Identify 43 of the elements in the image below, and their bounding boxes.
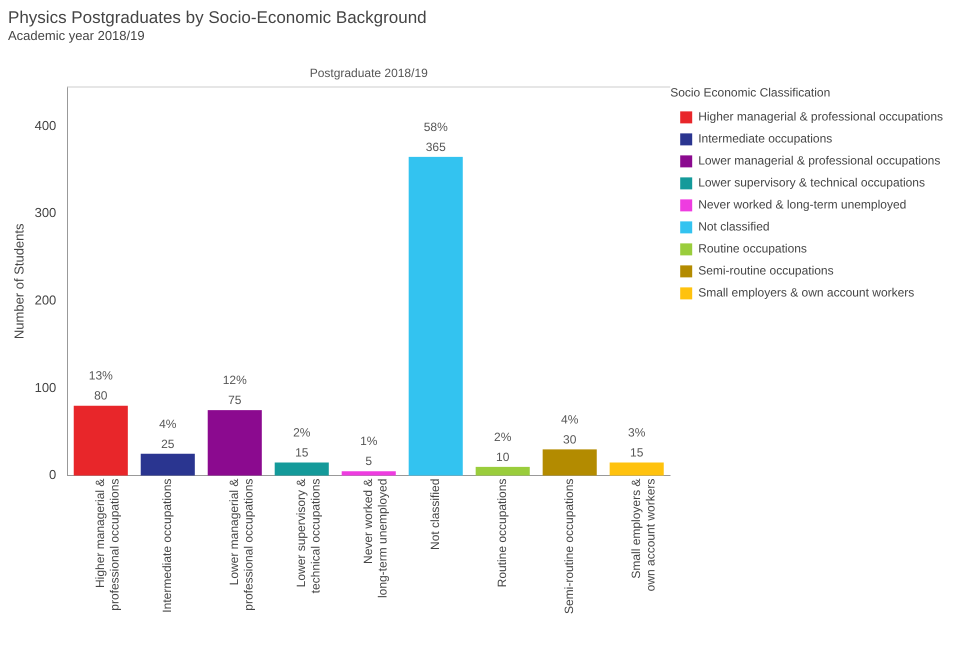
data-label: 15 — [630, 445, 644, 460]
legend-label: Higher managerial & professional occupations — [698, 110, 944, 124]
y-axis-title: Number of Students — [11, 222, 26, 340]
annotation: 4% — [159, 416, 177, 431]
x-tick-label: Routine occupations — [495, 478, 510, 588]
legend-label: Lower managerial & professional occupations — [698, 154, 940, 168]
legend-label: Routine occupations — [698, 242, 807, 256]
annotation: 3% — [628, 425, 646, 440]
y-tick-label: 0 — [49, 467, 56, 482]
data-label: 80 — [94, 388, 108, 403]
legend-label: Not classified — [698, 220, 770, 234]
annotation: 2% — [494, 430, 512, 444]
x-tick-label: Small employers & own account workers — [629, 478, 658, 592]
legend-label: Semi-routine occupations — [698, 264, 834, 278]
chart-subtitle: Academic year 2018/19 — [8, 28, 146, 43]
legend-label: Intermediate occupations — [698, 132, 832, 146]
legend-label: Never worked & long-term unemployed — [698, 198, 906, 212]
legend-label: Small employers & own account workers — [698, 286, 914, 300]
data-label: 30 — [563, 432, 577, 446]
data-label: 75 — [228, 393, 242, 408]
x-tick-label: Not classified — [428, 478, 442, 550]
data-label: 25 — [161, 436, 175, 451]
legend-title: Socio Economic Classification — [670, 85, 830, 100]
data-label: 10 — [496, 450, 510, 464]
x-tick-label: Higher managerial & professional occupations — [93, 478, 122, 611]
y-tick-label: 200 — [34, 292, 56, 308]
y-tick-label: 400 — [34, 118, 56, 133]
y-tick-label: 100 — [34, 380, 56, 395]
data-label: 15 — [295, 445, 309, 460]
data-label: 365 — [426, 140, 446, 154]
text: Postgraduate 2018/19 — [310, 66, 428, 80]
x-tick-label: Intermediate occupations — [160, 478, 174, 613]
annotation: 1% — [360, 434, 378, 448]
annotation: 13% — [88, 368, 114, 383]
x-tick-label: Semi-routine occupations — [562, 478, 576, 614]
annotation: 4% — [561, 412, 579, 426]
annotation: 12% — [222, 373, 248, 388]
y-tick-label: 300 — [34, 205, 56, 220]
data-label: 5 — [365, 454, 372, 468]
legend-label: Lower supervisory & technical occupations — [698, 176, 925, 190]
chart-title: Physics Postgraduates by Socio-Economic Background — [8, 8, 428, 28]
annotation: 58% — [424, 120, 448, 134]
annotation: 2% — [293, 425, 311, 440]
